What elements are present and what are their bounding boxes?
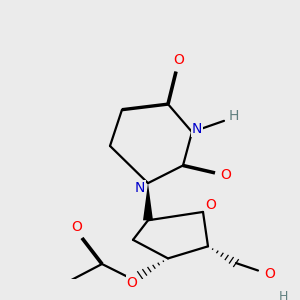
Text: N: N <box>135 181 145 195</box>
Text: H: H <box>278 290 288 300</box>
Text: O: O <box>174 53 184 68</box>
Text: O: O <box>206 197 216 212</box>
Text: N: N <box>192 122 202 136</box>
Text: O: O <box>72 220 83 234</box>
Text: O: O <box>265 267 275 281</box>
Text: H: H <box>229 109 239 123</box>
Text: O: O <box>127 276 137 289</box>
Polygon shape <box>143 183 153 220</box>
Text: O: O <box>220 168 231 182</box>
